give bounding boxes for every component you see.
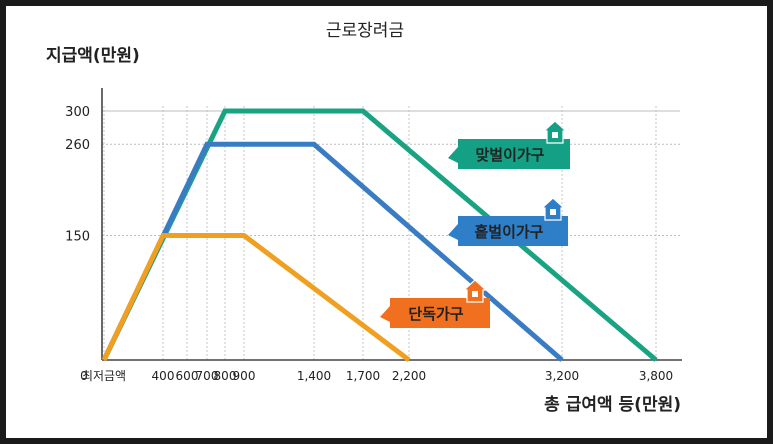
x-tick-label: 1,400 [297,369,331,383]
series-line-1 [101,141,564,362]
label-text: 맞벌이가구 [475,146,544,164]
series-label-홑벌이가구: 홑벌이가구 [448,197,568,246]
label-pointer [448,147,458,163]
house-icon [542,120,568,144]
house-icon-window [552,132,558,138]
label-box [390,298,490,328]
y-tick-label: 260 [65,138,90,153]
label-text: 단독가구 [408,305,463,323]
chart-title: 근로장려금 [326,21,404,41]
label-box [458,139,570,169]
x-tick-label: 800 [214,369,237,383]
house-icon [540,197,566,221]
x-tick-label: 700 [196,369,219,383]
x-tick-label: 0 [80,369,88,383]
label-pointer [448,224,458,240]
x-tick-label: 3,200 [545,369,579,383]
label-pointer [380,306,390,322]
x-tick-label: 400 [152,369,175,383]
house-icon [462,279,488,303]
chart-svg: 근로장려금 지급액(만원) 총 급여액 등(만원) 300 260 150 0최저금액… [46,21,682,415]
y-axis-label: 지급액(만원) [46,46,140,66]
x-axis-label: 총 급여액 등(만원) [544,395,681,415]
x-tick-label: 최저금액 [82,369,126,383]
series-label-맞벌이가구: 맞벌이가구 [448,120,570,169]
x-tick-label: 2,200 [392,369,426,383]
chart-frame: 근로장려금 지급액(만원) 총 급여액 등(만원) 300 260 150 0 최저금액… [6,6,767,438]
x-tick-label: 600 [176,369,199,383]
label-box [458,216,568,246]
y-tick-label: 300 [65,105,90,120]
house-icon-window [472,291,478,297]
axes [101,88,682,361]
series-line-2 [101,233,411,362]
series-label-단독가구: 단독가구 [380,279,490,328]
y-tick-label: 150 [65,230,90,245]
x-tick-label: 3,800 [639,369,673,383]
label-text: 홑벌이가구 [474,223,543,241]
x-tick-label: 900 [233,369,256,383]
house-icon-window [550,209,556,215]
x-tick-label: 1,700 [346,369,380,383]
